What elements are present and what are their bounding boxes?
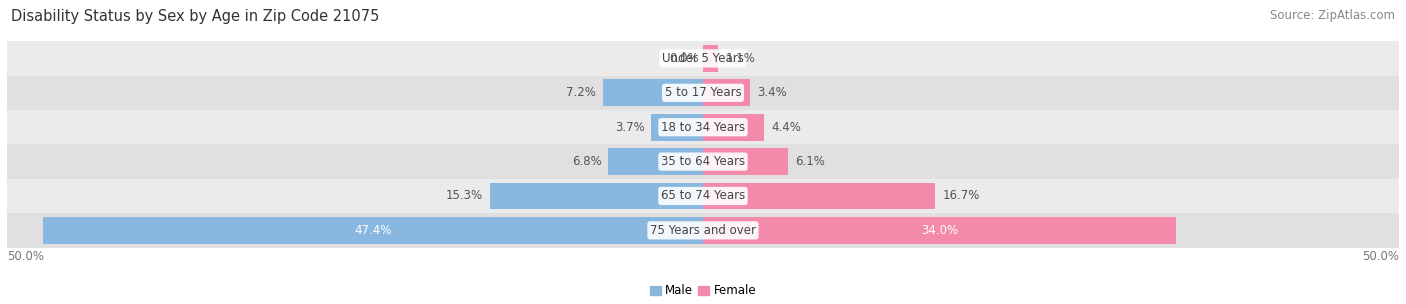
Text: 34.0%: 34.0%	[921, 224, 959, 237]
Bar	[7, 213, 1399, 247]
Bar	[7, 144, 1399, 179]
Bar	[651, 114, 703, 141]
Text: 18 to 34 Years: 18 to 34 Years	[661, 121, 745, 134]
Bar	[7, 76, 1399, 110]
Bar	[491, 183, 703, 209]
Bar	[703, 45, 718, 72]
Text: 47.4%: 47.4%	[354, 224, 392, 237]
Text: 65 to 74 Years: 65 to 74 Years	[661, 189, 745, 202]
Bar	[609, 148, 703, 175]
Text: Disability Status by Sex by Age in Zip Code 21075: Disability Status by Sex by Age in Zip C…	[11, 9, 380, 24]
Text: 0.0%: 0.0%	[669, 52, 699, 65]
Bar	[7, 41, 1399, 76]
Text: 3.7%: 3.7%	[614, 121, 644, 134]
Text: 50.0%: 50.0%	[7, 250, 44, 263]
Bar	[44, 217, 703, 244]
Bar	[703, 148, 787, 175]
Text: 6.8%: 6.8%	[572, 155, 602, 168]
Legend: Male, Female: Male, Female	[645, 280, 761, 302]
Bar	[703, 79, 751, 106]
Text: 50.0%: 50.0%	[1362, 250, 1399, 263]
Bar	[7, 110, 1399, 144]
Bar	[703, 183, 935, 209]
Text: 75 Years and over: 75 Years and over	[650, 224, 756, 237]
Text: 35 to 64 Years: 35 to 64 Years	[661, 155, 745, 168]
Text: 5 to 17 Years: 5 to 17 Years	[665, 86, 741, 99]
Text: 4.4%: 4.4%	[772, 121, 801, 134]
Text: 7.2%: 7.2%	[567, 86, 596, 99]
Bar	[703, 114, 765, 141]
Text: 16.7%: 16.7%	[942, 189, 980, 202]
Text: 3.4%: 3.4%	[758, 86, 787, 99]
Bar	[7, 179, 1399, 213]
Text: 6.1%: 6.1%	[794, 155, 825, 168]
Bar	[603, 79, 703, 106]
Text: Under 5 Years: Under 5 Years	[662, 52, 744, 65]
Bar	[703, 217, 1177, 244]
Text: Source: ZipAtlas.com: Source: ZipAtlas.com	[1270, 9, 1395, 22]
Text: 1.1%: 1.1%	[725, 52, 755, 65]
Text: 15.3%: 15.3%	[446, 189, 484, 202]
